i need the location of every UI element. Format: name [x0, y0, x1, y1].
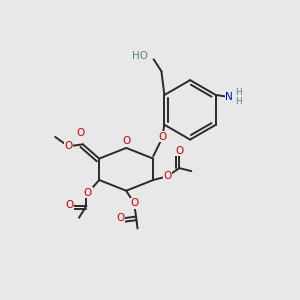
Text: HO: HO [132, 51, 148, 62]
Text: O: O [164, 171, 172, 181]
Text: H: H [235, 88, 242, 98]
Text: N: N [225, 92, 233, 101]
Text: O: O [175, 146, 184, 156]
Text: O: O [130, 198, 139, 208]
Text: O: O [65, 200, 74, 210]
Text: O: O [122, 136, 130, 146]
Text: H: H [235, 97, 242, 106]
Text: O: O [76, 128, 85, 138]
Text: O: O [159, 132, 167, 142]
Text: O: O [84, 188, 92, 197]
Text: O: O [116, 213, 124, 223]
Text: O: O [64, 141, 73, 151]
